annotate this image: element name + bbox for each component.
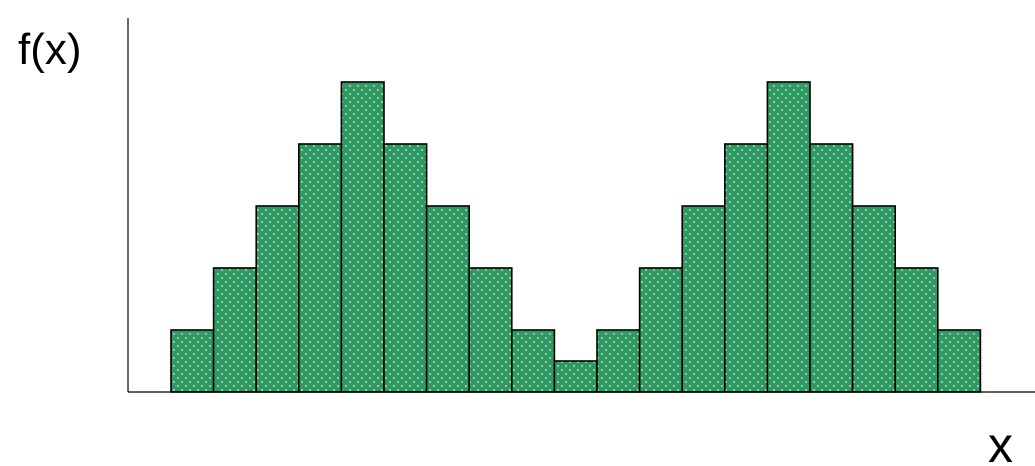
bars-group [170, 81, 982, 393]
histogram-bar-11 [596, 329, 641, 393]
histogram-bar-2 [212, 267, 258, 393]
x-axis-label: x [988, 417, 1013, 466]
histogram-bar-16 [809, 143, 854, 393]
histogram-bar-14 [723, 143, 769, 393]
histogram-bar-9 [510, 329, 556, 393]
histogram-bar-1 [170, 329, 215, 393]
histogram-bar-4 [297, 143, 343, 393]
histogram-bar-5 [340, 81, 385, 393]
histogram-bar-10 [553, 360, 598, 393]
histogram-bar-13 [681, 205, 726, 393]
histogram-bar-12 [638, 267, 683, 393]
histogram-bar-8 [468, 267, 513, 393]
histogram-bar-19 [936, 329, 982, 393]
histogram-bar-7 [425, 205, 471, 393]
histogram-bar-15 [766, 81, 811, 393]
y-axis-label: f(x) [18, 25, 82, 74]
histogram-bar-17 [851, 205, 896, 393]
histogram-bar-3 [255, 205, 300, 393]
histogram-bar-18 [894, 267, 939, 393]
histogram-bar-6 [383, 143, 428, 393]
